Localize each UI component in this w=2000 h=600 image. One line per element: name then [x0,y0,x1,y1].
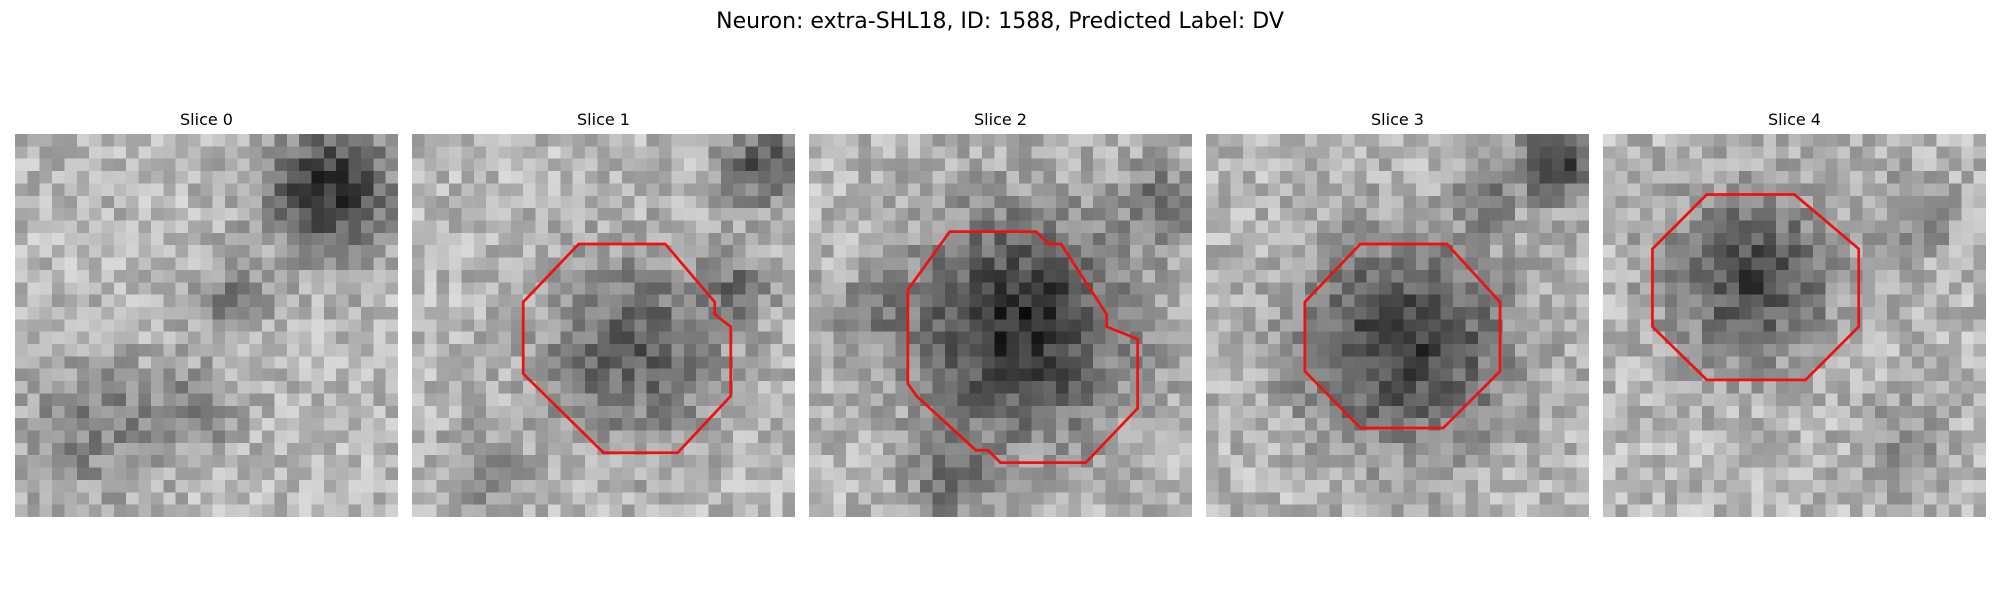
slice-title-4: Slice 4 [1768,110,1821,129]
pixel-grid-4 [1603,134,1986,517]
slice-panel-3: Slice 3 [1206,110,1589,517]
slice-panel-4: Slice 4 [1603,110,1986,517]
neuron-outline-2 [906,230,1139,464]
slice-image-1 [412,134,795,517]
pixel-grid-1 [412,134,795,517]
slice-image-0 [15,134,398,517]
neuron-outline-4 [1651,193,1861,382]
pixel-grid-2 [809,134,1192,517]
slice-image-2 [809,134,1192,517]
slice-title-0: Slice 0 [180,110,233,129]
slice-image-4 [1603,134,1986,517]
figure-title: Neuron: extra-SHL18, ID: 1588, Predicted… [716,9,1284,34]
slice-title-3: Slice 3 [1371,110,1424,129]
slice-panel-2: Slice 2 [809,110,1192,517]
pixel-grid-3 [1206,134,1589,517]
neuron-outline-1 [521,242,733,455]
neuron-outline-3 [1303,242,1502,430]
slice-panel-0: Slice 0 [15,110,398,517]
slice-panel-1: Slice 1 [412,110,795,517]
pixel-grid-0 [15,134,398,517]
slice-image-3 [1206,134,1589,517]
slice-title-2: Slice 2 [974,110,1027,129]
slice-title-1: Slice 1 [577,110,630,129]
